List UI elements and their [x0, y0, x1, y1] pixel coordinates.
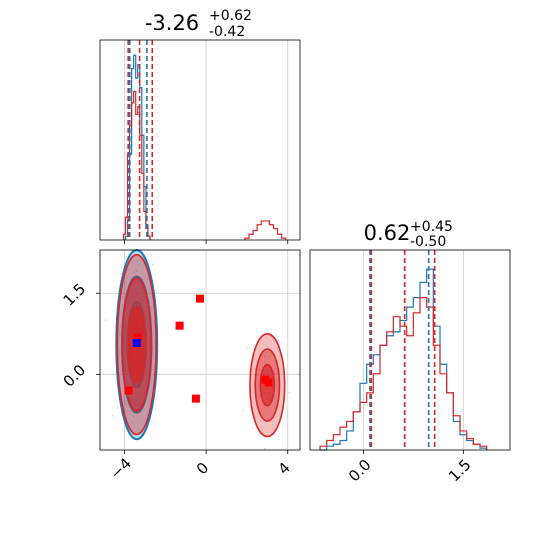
scatter-sample-126	[241, 409, 244, 412]
scatter-sample-129	[263, 355, 266, 358]
hist-y-title-plus: +0.45	[410, 219, 453, 235]
hist-x-panel	[99, 39, 301, 244]
scatter-sample-114	[253, 367, 256, 370]
red-marker-6	[264, 378, 273, 387]
scatter-xtick-label-1: 0	[193, 459, 212, 478]
scatter-sample-50	[124, 402, 127, 405]
scatter-sample-40	[132, 415, 135, 418]
scatter-sample-138	[263, 448, 266, 450]
hist-x-title-value: -3.26	[145, 11, 199, 35]
scatter-sample-71	[146, 278, 149, 281]
scatter-sample-19	[119, 325, 122, 328]
scatter-sample-46	[111, 414, 114, 417]
scatter-sample-110	[288, 391, 291, 394]
red-marker-2	[175, 321, 184, 330]
scatter-sample-102	[150, 254, 153, 257]
scatter-sample-74	[121, 304, 124, 307]
hist-y-title: 0.62 +0.45 -0.50	[364, 219, 453, 250]
scatter-sample-66	[125, 410, 128, 413]
hist-x-frame	[99, 39, 301, 241]
hist-y-frame	[309, 249, 511, 451]
scatter-ytick-label-0: 0.0	[60, 361, 90, 391]
hist-y-tick-label-1: 1.5	[445, 456, 475, 486]
hist-y-tick-label-0: 0.0	[345, 456, 375, 486]
hist-x-red-series-tail	[244, 220, 287, 240]
red-marker-4	[191, 394, 200, 403]
scatter-sample-134	[277, 339, 280, 342]
scatter-sample-14	[104, 319, 107, 322]
scatter-sample-121	[259, 420, 262, 422]
red-marker-1	[124, 386, 133, 395]
scatter-panel: −4 0 4 0.0 1.5	[60, 249, 301, 483]
scatter-frame	[99, 249, 301, 451]
scatter-sample-105	[116, 407, 119, 409]
hist-y-red-series	[319, 297, 488, 450]
hist-y-title-minus: -0.50	[410, 234, 446, 250]
scatter-sample-6	[143, 418, 146, 421]
scatter-xtick-label-2: 4	[274, 459, 293, 478]
scatter-sample-125	[274, 367, 277, 370]
hist-x-title: -3.26 +0.62 -0.42	[145, 8, 252, 40]
red-marker-3	[196, 294, 204, 303]
scatter-xtick-label-0: −4	[107, 454, 135, 482]
hist-y-panel: 0.0 1.5	[309, 249, 511, 486]
hist-x-title-minus: -0.42	[209, 24, 245, 40]
blue-marker-0	[132, 338, 141, 347]
scatter-ytick-label-1: 1.5	[60, 280, 90, 310]
hist-y-blue-series	[320, 268, 488, 451]
scatter-sample-25	[118, 350, 121, 353]
red-marker-0	[133, 333, 142, 342]
scatter-sample-33	[119, 273, 122, 275]
hist-x-title-plus: +0.62	[209, 8, 252, 24]
scatter-sample-9	[151, 263, 154, 266]
scatter-sample-42	[135, 269, 138, 272]
hist-y-title-value: 0.62	[364, 221, 411, 245]
scatter-sample-128	[258, 369, 261, 372]
scatter-sample-82	[150, 306, 153, 309]
scatter-sample-133	[246, 347, 249, 349]
scatter-sample-57	[131, 421, 134, 423]
scatter-sample-31	[137, 264, 140, 267]
